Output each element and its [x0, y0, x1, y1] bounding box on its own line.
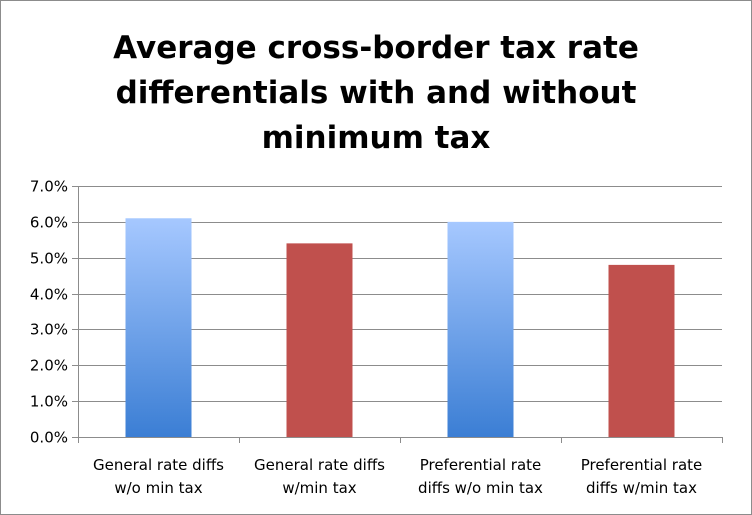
chart-title-line-3: minimum tax [261, 120, 491, 156]
y-tick-label: 2.0% [30, 357, 68, 375]
bar [608, 264, 675, 437]
category-label: General rate diffs [93, 456, 224, 474]
y-tick-label: 4.0% [30, 286, 68, 304]
chart-title: Average cross-border tax rate differenti… [0, 26, 752, 161]
y-tick-label: 0.0% [30, 429, 68, 447]
bar [125, 218, 192, 437]
y-tick-label: 7.0% [30, 178, 68, 196]
category-label: General rate diffs [254, 456, 385, 474]
category-label: w/o min tax [114, 479, 202, 497]
category-label: Preferential rate [420, 456, 542, 474]
category-label: diffs w/o min tax [418, 479, 543, 497]
bar [447, 221, 514, 437]
category-label: w/min tax [282, 479, 356, 497]
y-tick-label: 3.0% [30, 321, 68, 339]
chart-title-line-2: differentials with and without [115, 75, 637, 111]
y-tick-label: 6.0% [30, 214, 68, 232]
y-tick-label: 5.0% [30, 250, 68, 268]
category-label: diffs w/min tax [586, 479, 697, 497]
category-label: Preferential rate [581, 456, 703, 474]
chart-title-line-1: Average cross-border tax rate [113, 30, 639, 66]
bar [286, 243, 353, 437]
y-tick-label: 1.0% [30, 393, 68, 411]
